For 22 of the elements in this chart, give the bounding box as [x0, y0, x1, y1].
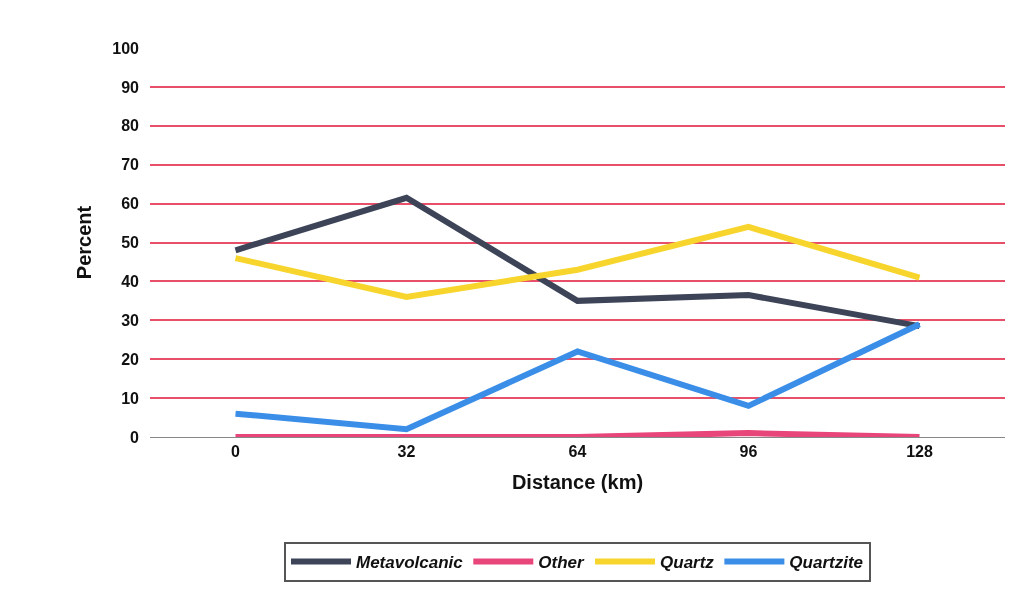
y-tick-label: 70 — [121, 156, 140, 174]
y-tick-label: 50 — [121, 234, 140, 252]
y-tick-label: 20 — [121, 350, 140, 368]
x-axis-title: Distance (km) — [511, 470, 644, 493]
x-tick-label: 96 — [739, 443, 758, 461]
y-tick-label: 60 — [121, 195, 140, 213]
legend-label: Other — [538, 553, 586, 573]
y-tick-label: 40 — [121, 273, 140, 290]
y-tick-label: 100 — [112, 39, 140, 57]
legend-label: Metavolcanic — [356, 553, 464, 573]
y-tick-label: 10 — [121, 389, 140, 407]
legend-label: Quartz — [660, 553, 715, 573]
x-tick-label: 128 — [906, 443, 933, 461]
x-tick-label: 0 — [231, 443, 241, 461]
y-tick-label: 0 — [130, 428, 140, 446]
x-tick-label: 32 — [397, 443, 416, 461]
y-tick-label: 30 — [121, 311, 140, 329]
y-tick-label: 90 — [121, 78, 140, 96]
x-tick-label: 64 — [568, 443, 587, 461]
y-axis-title: Percent — [72, 205, 95, 280]
y-tick-label: 80 — [121, 117, 140, 135]
legend-label: Quartzite — [789, 553, 864, 573]
